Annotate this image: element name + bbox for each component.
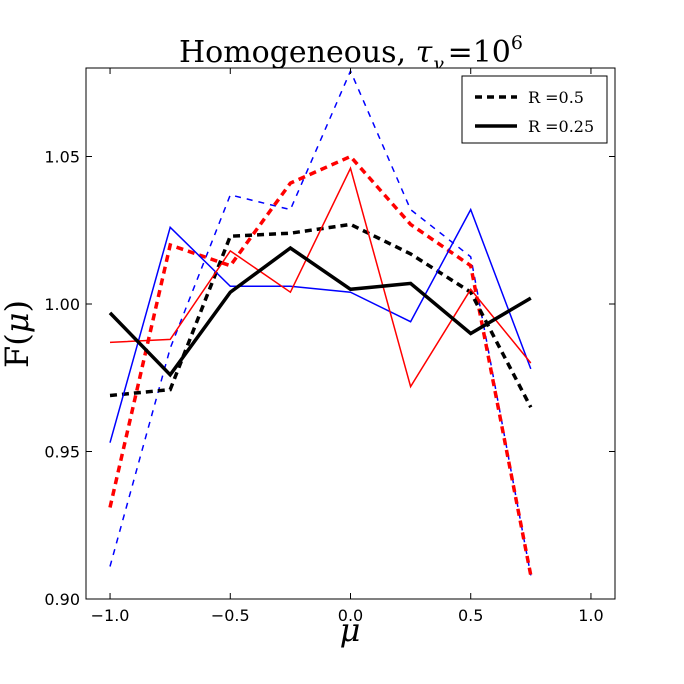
legend-box bbox=[461, 75, 608, 144]
y-axis-label: F(μ) bbox=[0, 300, 36, 368]
series-line-1 bbox=[108, 154, 533, 576]
y-tick-label-1: 0.95 bbox=[44, 443, 80, 462]
chart-title-equals: = bbox=[448, 35, 473, 70]
x-axis-label: μ bbox=[340, 611, 361, 649]
x-tick-label-0: −1.0 bbox=[91, 606, 130, 625]
series-line-3 bbox=[109, 207, 532, 443]
series-line-4 bbox=[109, 166, 532, 389]
plot-frame bbox=[85, 67, 616, 600]
series-line-0 bbox=[109, 69, 532, 576]
x-tick-label-1: −0.5 bbox=[211, 606, 250, 625]
y-tick-label-0: 0.90 bbox=[44, 590, 80, 609]
y-tick-label-3: 1.05 bbox=[44, 148, 80, 167]
series-line-5 bbox=[108, 245, 532, 378]
legend: R =0.5 R =0.25 bbox=[461, 75, 608, 144]
plot-area bbox=[86, 68, 615, 599]
x-tick-label-3: 0.5 bbox=[458, 606, 483, 625]
chart-title-text: Homogeneous, bbox=[179, 35, 416, 70]
chart-title-base: 10 bbox=[473, 35, 511, 70]
legend-label-r-0.5: R =0.5 bbox=[528, 88, 584, 107]
y-axis-label-close: ) bbox=[0, 300, 36, 312]
chart-title-symbol: τ bbox=[416, 35, 433, 70]
chart-title-exponent: 6 bbox=[511, 32, 523, 54]
x-tick-label-2: 0.0 bbox=[338, 606, 363, 625]
chart-title: Homogeneous, τγ =106 bbox=[179, 32, 523, 75]
legend-label-r-0.25: R =0.25 bbox=[528, 117, 594, 136]
y-axis-label-symbol: μ bbox=[0, 313, 36, 334]
y-axis-label-text: F( bbox=[0, 333, 36, 368]
y-tick-label-2: 1.00 bbox=[44, 295, 80, 314]
x-tick-label-4: 1.0 bbox=[578, 606, 603, 625]
series-layer bbox=[108, 69, 533, 576]
ticks-layer: −1.0 −0.5 0.0 0.5 1.0 0.90 0.95 1.00 1.05 bbox=[44, 68, 615, 625]
